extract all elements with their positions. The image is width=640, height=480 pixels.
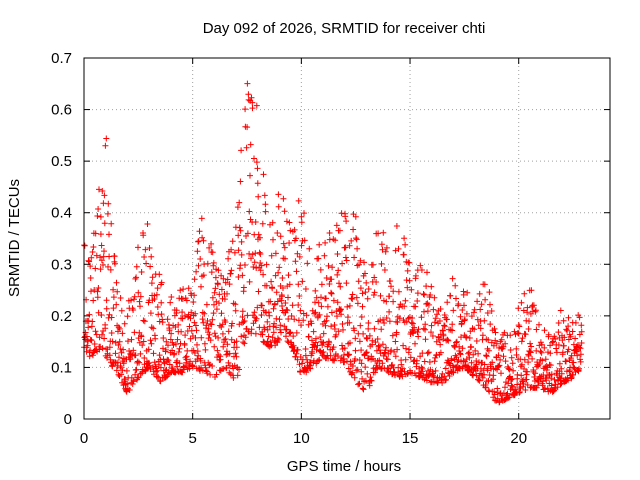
data-points	[81, 80, 585, 406]
plot-frame	[83, 57, 611, 420]
grid-lines	[84, 58, 610, 419]
y-tick-label: 0.1	[51, 359, 72, 376]
y-tick-label: 0.6	[51, 102, 72, 119]
chart-title: Day 092 of 2026, SRMTID for receiver cht…	[203, 20, 486, 37]
x-tick-label: 15	[402, 430, 419, 447]
x-tick-label: 0	[80, 430, 88, 447]
y-tick-label: 0	[64, 411, 72, 428]
x-tick-label: 5	[189, 430, 197, 447]
x-axis-label: GPS time / hours	[287, 458, 401, 475]
x-tick-label: 20	[510, 430, 527, 447]
y-tick-label: 0.7	[51, 50, 72, 67]
series-markers	[81, 80, 585, 406]
y-tick-label: 0.2	[51, 308, 72, 325]
y-tick-label: 0.3	[51, 256, 72, 273]
y-tick-labels: 0 0.1 0.2 0.3 0.4 0.5 0.6 0.7	[51, 50, 72, 428]
axis-ticks	[83, 57, 610, 420]
x-tick-label: 10	[293, 430, 310, 447]
x-tick-labels: 0 5 10 15 20	[80, 430, 527, 447]
y-tick-label: 0.5	[51, 153, 72, 170]
y-axis-label: SRMTID / TECUs	[6, 179, 23, 297]
y-tick-label: 0.4	[51, 205, 72, 222]
